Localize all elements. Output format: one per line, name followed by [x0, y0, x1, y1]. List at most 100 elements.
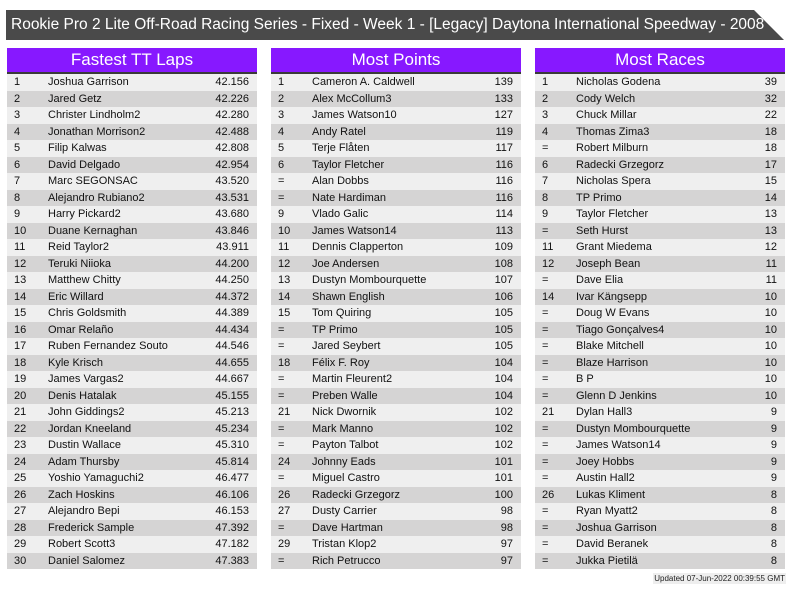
value: 98 — [500, 505, 513, 517]
name: Harry Pickard2 — [48, 208, 121, 220]
table-row: = Joshua Garrison 8 — [535, 519, 785, 536]
table-row: 29 Robert Scott3 47.182 — [7, 536, 257, 553]
value: 42.226 — [215, 92, 249, 105]
value: 39 — [764, 76, 777, 88]
rank: 30 — [14, 554, 27, 567]
name: Tom Quiring — [312, 307, 372, 319]
name: Joshua Garrison — [48, 76, 129, 88]
name: Vlado Galic — [312, 208, 369, 220]
name: David Delgado — [48, 158, 121, 171]
rank: 21 — [542, 406, 555, 418]
table-row: 26 Zach Hoskins 46.106 — [7, 486, 257, 503]
rank: 11 — [14, 241, 26, 253]
table-row: 12 Joe Andersen 108 — [271, 255, 521, 272]
value: 106 — [494, 290, 513, 303]
table-row: 9 Harry Pickard2 43.680 — [7, 206, 257, 223]
table-row: = Alan Dobbs 116 — [271, 173, 521, 190]
rank: 21 — [278, 406, 291, 418]
name: Denis Hatalak — [48, 389, 117, 402]
table-row: 17 Ruben Fernandez Souto 44.546 — [7, 338, 257, 355]
value: 11 — [765, 257, 777, 270]
rank: 7 — [14, 175, 21, 187]
rank: 17 — [14, 340, 27, 352]
table-row: 1 Nicholas Godena 39 — [535, 74, 785, 91]
value: 44.250 — [215, 274, 249, 286]
rank: 6 — [542, 158, 549, 171]
name: Nate Hardiman — [312, 191, 386, 204]
rank: = — [542, 521, 549, 534]
value: 10 — [764, 307, 777, 319]
table-heading: Fastest TT Laps — [7, 48, 257, 74]
name: Joshua Garrison — [576, 521, 657, 534]
value: 119 — [495, 125, 513, 138]
value: 46.153 — [215, 505, 249, 517]
table-row: 8 TP Primo 14 — [535, 189, 785, 206]
name: Doug W Evans — [576, 307, 650, 319]
value: 102 — [494, 406, 513, 418]
rank: 22 — [14, 422, 27, 435]
name: Radecki Grzegorz — [576, 158, 665, 171]
value: 9 — [770, 422, 777, 435]
rank: 29 — [278, 538, 291, 550]
table-row: 29 Tristan Klop2 97 — [271, 536, 521, 553]
name: Taylor Fletcher — [576, 208, 649, 220]
value: 10 — [764, 356, 777, 369]
table-row: = Seth Hurst 13 — [535, 222, 785, 239]
table-row: 27 Alejandro Bepi 46.153 — [7, 503, 257, 520]
table-row: 30 Daniel Salomez 47.383 — [7, 552, 257, 569]
most-races-table: Most Races 1 Nicholas Godena 39 2 Cody Welch… — [535, 48, 785, 569]
value: 109 — [494, 241, 513, 253]
table-row: 4 Thomas Zima3 18 — [535, 123, 785, 140]
name: Joey Hobbs — [576, 455, 635, 468]
rank: 9 — [278, 208, 285, 220]
name: Dustin Wallace — [48, 439, 121, 451]
value: 44.372 — [215, 290, 249, 303]
value: 43.846 — [215, 224, 249, 237]
table-row: = Doug W Evans 10 — [535, 305, 785, 322]
value: 104 — [494, 373, 513, 385]
name: Joe Andersen — [312, 257, 380, 270]
table-row: 2 Jared Getz 42.226 — [7, 90, 257, 107]
table-row: = TP Primo 105 — [271, 321, 521, 338]
name: Alejandro Bepi — [48, 505, 120, 517]
table-row: = Glenn D Jenkins 10 — [535, 387, 785, 404]
name: Cameron A. Caldwell — [312, 76, 415, 88]
name: Omar Relaño — [48, 323, 114, 336]
table-row: 21 Nick Dwornik 102 — [271, 404, 521, 421]
value: 45.213 — [215, 406, 249, 418]
name: Tiago Gonçalves4 — [576, 323, 665, 336]
value: 43.531 — [215, 191, 249, 204]
value: 9 — [770, 406, 777, 418]
value: 18 — [764, 125, 777, 138]
rank: 18 — [278, 356, 291, 369]
name: Dustyn Mombourquette — [576, 422, 691, 435]
rank: 11 — [278, 241, 290, 253]
name: Eric Willard — [48, 290, 104, 303]
rank: 18 — [14, 356, 27, 369]
rank: = — [542, 274, 549, 286]
table-row: 3 Chuck Millar 22 — [535, 107, 785, 124]
rank: 1 — [278, 76, 285, 88]
name: Martin Fleurent2 — [312, 373, 393, 385]
rank: 10 — [14, 224, 27, 237]
table-row: = Miguel Castro 101 — [271, 470, 521, 487]
value: 133 — [494, 92, 513, 105]
value: 44.667 — [215, 373, 249, 385]
value: 8 — [770, 488, 777, 501]
table-row: = Payton Talbot 102 — [271, 437, 521, 454]
value: 8 — [770, 554, 777, 567]
name: Terje Flåten — [312, 142, 370, 154]
rank: = — [278, 422, 285, 435]
rank: = — [278, 439, 285, 451]
rank: 24 — [14, 455, 27, 468]
table-row: = David Beranek 8 — [535, 536, 785, 553]
table-row: 5 Terje Flåten 117 — [271, 140, 521, 157]
rank: = — [278, 472, 285, 484]
value: 42.808 — [215, 142, 249, 154]
table-row: 13 Dustyn Mombourquette 107 — [271, 272, 521, 289]
value: 107 — [494, 274, 513, 286]
table-row: 6 Radecki Grzegorz 17 — [535, 156, 785, 173]
table-row: 13 Matthew Chitty 44.250 — [7, 272, 257, 289]
rank: 2 — [278, 92, 285, 105]
rank: = — [542, 356, 549, 369]
